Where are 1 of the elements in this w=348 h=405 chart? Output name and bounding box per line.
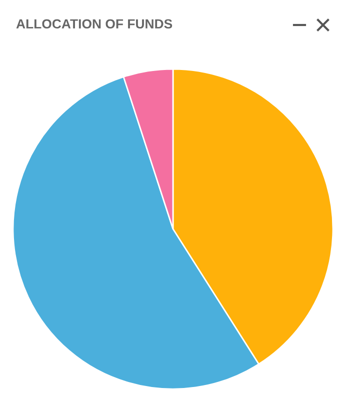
chart-title: ALLOCATION OF FUNDS: [16, 19, 172, 29]
